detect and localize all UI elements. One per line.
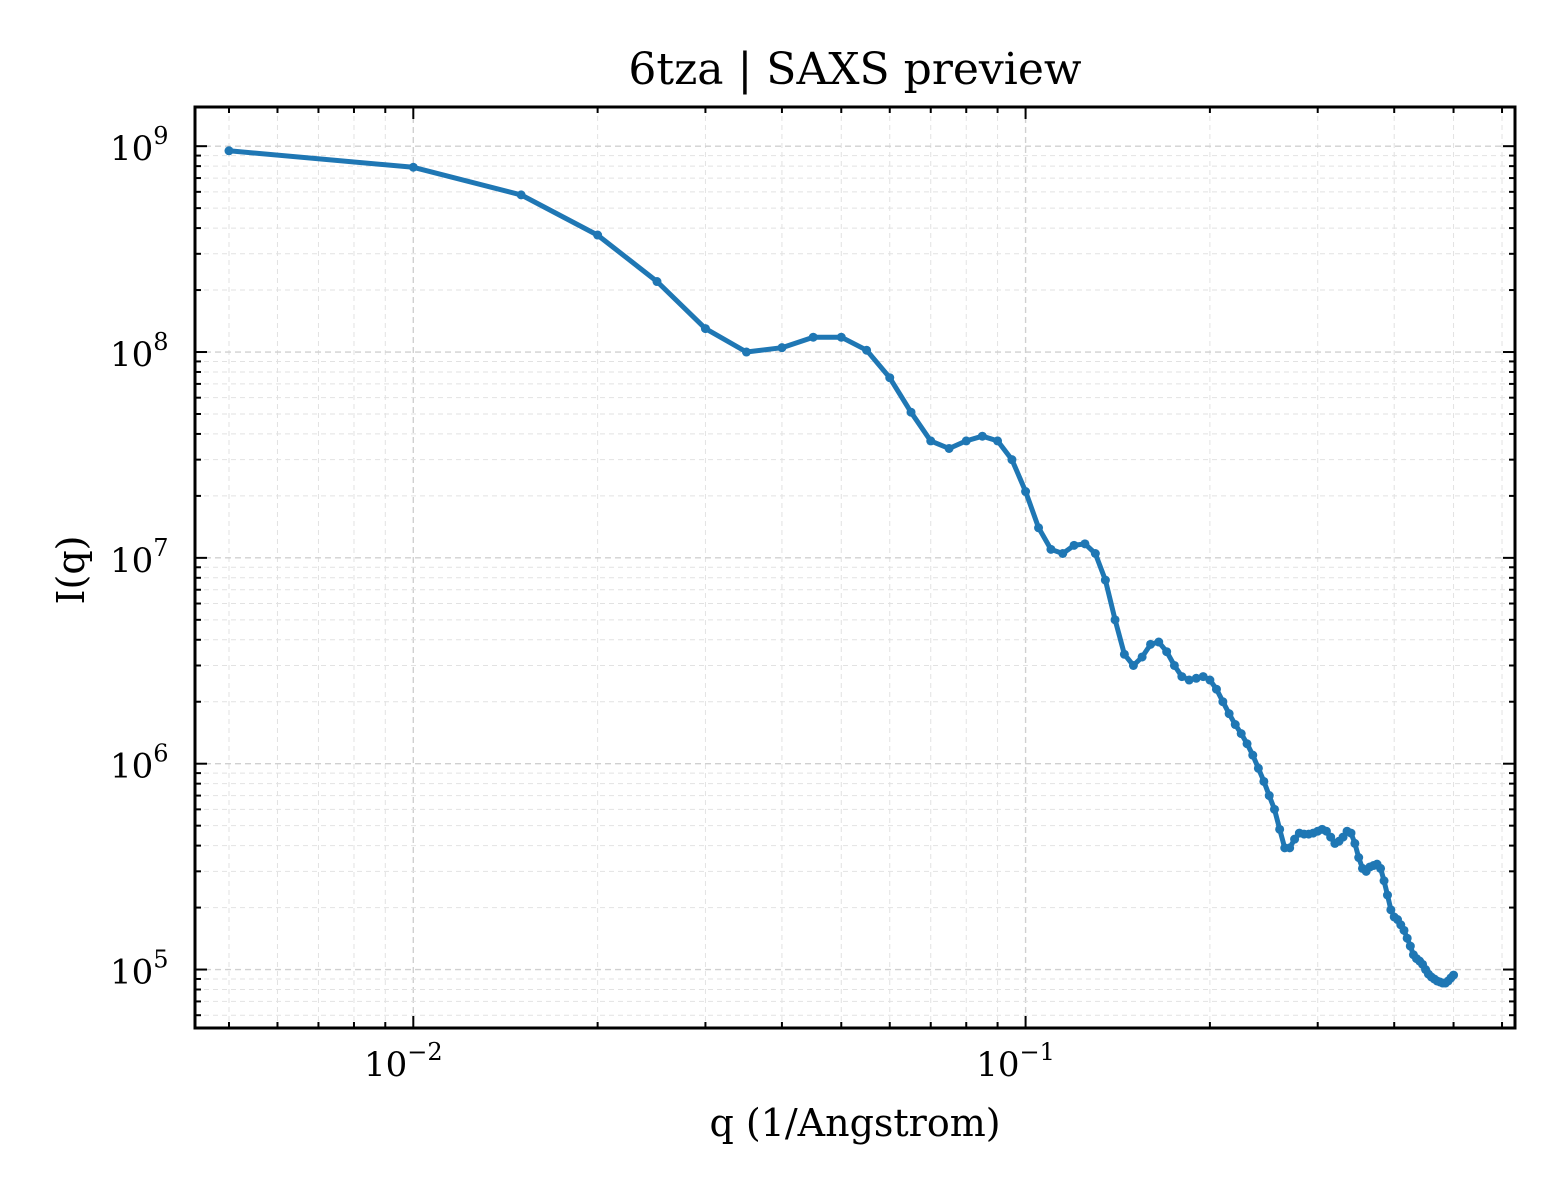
y-tick-exponent: 6 <box>153 740 168 768</box>
data-point <box>961 436 971 446</box>
data-point <box>1259 776 1269 786</box>
y-tick-base: 10 <box>110 129 153 169</box>
data-point <box>1080 539 1090 549</box>
data-point <box>1058 548 1068 558</box>
data-series <box>224 146 1459 988</box>
data-point <box>1379 876 1389 886</box>
data-point <box>1177 672 1187 682</box>
data-point <box>1191 673 1201 683</box>
data-point <box>993 436 1003 446</box>
data-point <box>1402 933 1412 943</box>
x-tick-label: 10−2 <box>364 1038 443 1085</box>
data-point <box>944 443 954 453</box>
data-point <box>885 373 895 383</box>
data-point <box>906 407 916 417</box>
data-point <box>741 347 751 357</box>
data-point <box>516 190 526 200</box>
data-point <box>1354 853 1364 863</box>
data-point <box>836 332 846 342</box>
data-point <box>1236 729 1246 739</box>
x-axis-label: q (1/Angstrom) <box>709 1101 1000 1145</box>
data-point <box>593 230 603 240</box>
data-point <box>1376 863 1386 873</box>
data-point <box>1285 843 1295 853</box>
data-point <box>408 162 418 172</box>
data-point <box>1224 709 1234 719</box>
x-tick-base: 10 <box>364 1045 407 1085</box>
data-point <box>1162 647 1172 657</box>
y-tick-base: 10 <box>110 335 153 375</box>
y-tick-exponent: 7 <box>153 534 168 562</box>
grid <box>195 107 1515 1028</box>
data-point <box>1069 540 1079 550</box>
data-point <box>1218 697 1228 707</box>
data-point <box>1211 684 1221 694</box>
data-point <box>1100 575 1110 585</box>
data-point <box>1248 750 1258 760</box>
x-tick-exponent: −1 <box>1020 1038 1055 1066</box>
data-point <box>1198 672 1208 682</box>
x-tick-exponent: −2 <box>407 1038 442 1066</box>
data-point <box>224 146 234 156</box>
data-point <box>926 436 936 446</box>
y-tick-label: 108 <box>110 328 169 375</box>
data-point <box>1275 824 1285 834</box>
data-point <box>1386 905 1396 915</box>
data-point <box>1046 544 1056 554</box>
data-point <box>1326 832 1336 842</box>
data-point <box>1253 763 1263 773</box>
data-point <box>1382 890 1392 900</box>
y-tick-exponent: 9 <box>153 122 168 150</box>
y-tick-exponent: 8 <box>153 328 168 356</box>
data-point <box>1350 838 1360 848</box>
data-point <box>652 277 662 287</box>
data-point <box>1184 675 1194 685</box>
data-point <box>1399 925 1409 935</box>
data-point <box>1137 652 1147 662</box>
data-point <box>1169 660 1179 670</box>
y-tick-exponent: 5 <box>153 946 168 974</box>
data-point <box>1154 637 1164 647</box>
data-point <box>1034 523 1044 533</box>
data-point <box>808 332 818 342</box>
data-point <box>862 345 872 355</box>
data-point <box>1346 828 1356 838</box>
data-point <box>1290 834 1300 844</box>
data-point <box>1128 660 1138 670</box>
y-tick-label: 107 <box>110 534 169 581</box>
y-tick-base: 10 <box>110 747 153 787</box>
y-tick-base: 10 <box>110 953 153 993</box>
data-point <box>1021 487 1031 497</box>
data-point <box>1119 649 1129 659</box>
data-point <box>1449 970 1459 980</box>
plot-frame <box>193 105 1517 1030</box>
data-point <box>1007 455 1017 465</box>
y-tick-label: 105 <box>110 946 169 993</box>
x-tick-label: 10−1 <box>976 1038 1055 1085</box>
data-point <box>1090 548 1100 558</box>
y-tick-base: 10 <box>110 541 153 581</box>
data-point <box>1269 804 1279 814</box>
data-point <box>1110 615 1120 625</box>
data-point <box>977 431 987 441</box>
y-axis-label: I(q) <box>49 536 93 605</box>
chart-title: 6tza | SAXS preview <box>628 44 1081 95</box>
y-tick-label: 106 <box>110 740 169 787</box>
y-tick-label: 109 <box>110 122 169 169</box>
data-point <box>1205 675 1215 685</box>
data-point <box>777 343 787 353</box>
data-point <box>1405 941 1415 951</box>
data-point <box>700 324 710 334</box>
data-point <box>1230 720 1240 730</box>
x-tick-base: 10 <box>976 1045 1019 1085</box>
data-point <box>1264 791 1274 801</box>
data-point <box>1146 639 1156 649</box>
data-point <box>1242 739 1252 749</box>
